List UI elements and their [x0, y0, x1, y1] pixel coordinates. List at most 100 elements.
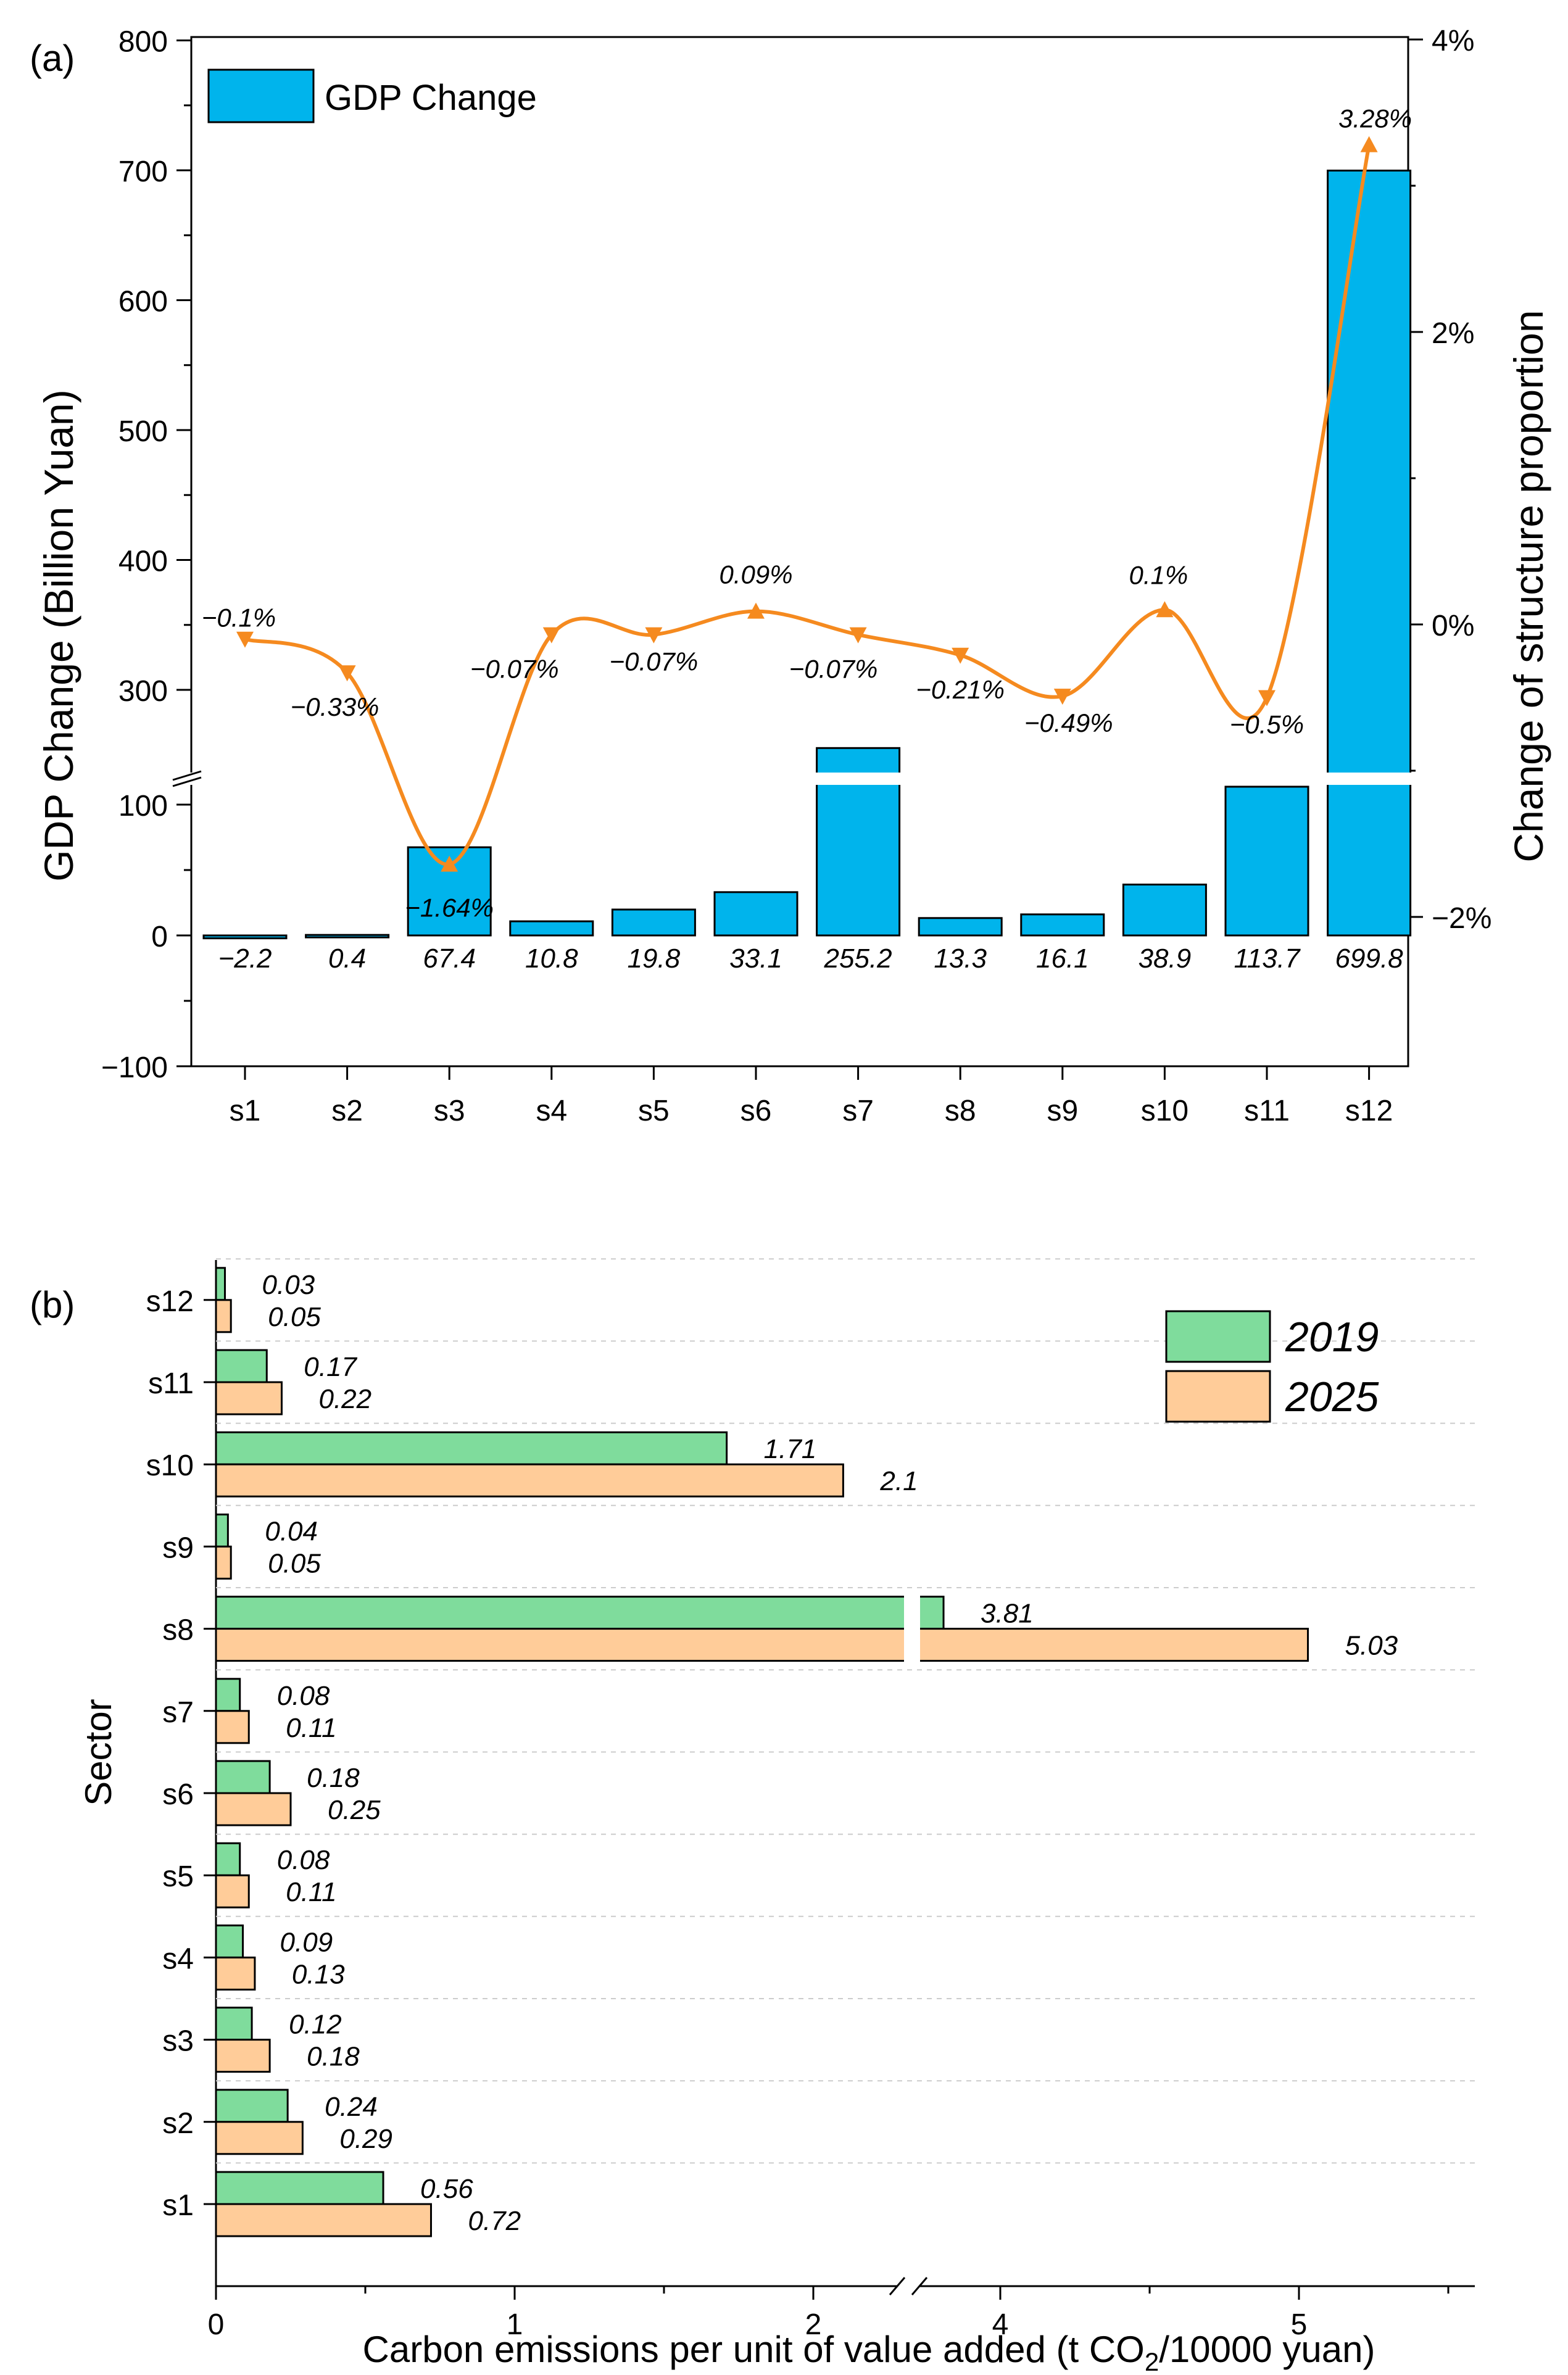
structure-value-label: −0.21%: [916, 675, 1005, 704]
bar-value-label: 38.9: [1139, 943, 1192, 974]
panel-a-labels: −2.2 0.4 67.4 10.8 19.8 33.1 255.2 13.3 16.1 38.9…: [202, 104, 1412, 974]
structure-value-label: −0.49%: [1024, 708, 1113, 737]
structure-value-label: −0.07%: [470, 655, 559, 684]
value-label-2025: 0.05: [268, 1302, 321, 1332]
y-tick-label: s10: [146, 1449, 194, 1482]
bar-2019-s6: [215, 1760, 271, 1794]
y-tick-label: s11: [148, 1367, 194, 1400]
value-label-2019: 0.56: [420, 2174, 473, 2204]
bar-s9: [1020, 913, 1105, 937]
x-tick-label: 4: [992, 2308, 1009, 2341]
bar-2025-s6: [215, 1792, 292, 1826]
x-tick-label: s4: [536, 1095, 567, 1127]
bar-s1: [202, 934, 288, 940]
structure-value-label: 0.1%: [1129, 560, 1188, 589]
structure-value-label: −0.5%: [1230, 710, 1304, 739]
bar-2025-s12: [215, 1299, 232, 1333]
y-tick-label: 500: [118, 415, 168, 448]
bar-break-gap: [904, 1594, 920, 1664]
value-label-2019: 0.12: [289, 2010, 342, 2040]
bar-2019-s3: [215, 2007, 253, 2041]
bar-value-label: 0.4: [328, 943, 366, 974]
bar-2019-s2: [215, 2089, 289, 2123]
y-tick-label: s5: [162, 1860, 194, 1893]
structure-value-label: −0.07%: [610, 647, 699, 676]
bar-value-label: 113.7: [1234, 943, 1301, 974]
y-tick-label: −100: [101, 1051, 168, 1084]
panel-a-y-axis-title: GDP Change (Billion Yuan): [36, 389, 81, 881]
bar-2025-s9: [215, 1545, 232, 1580]
bar-value-label: 699.8: [1335, 943, 1404, 974]
panel-b-x-axis-title: Carbon emissions per unit of value added…: [363, 2329, 1375, 2375]
y2-tick-label: 0%: [1432, 610, 1474, 642]
structure-marker-s7: [849, 627, 867, 644]
value-label-2025: 0.11: [286, 1713, 336, 1743]
bar-s11: [1224, 785, 1309, 937]
value-label-2019: 0.17: [304, 1352, 357, 1382]
axis-break-mark: [172, 776, 202, 787]
bar-2025-s1: [215, 2203, 432, 2237]
y-tick-label: 700: [118, 155, 168, 188]
structure-value-label: −0.33%: [291, 692, 380, 721]
value-label-2025: 2.1: [879, 1466, 918, 1496]
x-axis-title-subscript: 2: [1145, 2347, 1159, 2375]
x-tick-label: 5: [1291, 2308, 1308, 2341]
value-label-2025: 0.25: [328, 1795, 381, 1825]
structure-value-label: 0.09%: [719, 560, 792, 589]
y-tick-label: s8: [162, 1614, 194, 1647]
y-tick-label: 400: [118, 545, 168, 578]
x-tick-label: s3: [434, 1095, 465, 1127]
panel-b-y-axis-title: Sector: [78, 1699, 119, 1805]
bar-2025-s3: [215, 2039, 271, 2073]
value-label-2019: 0.08: [277, 1845, 330, 1875]
structure-marker-s8: [952, 647, 969, 664]
legend-label-2025: 2025: [1285, 1374, 1379, 1420]
x-tick-label: s1: [230, 1095, 261, 1127]
bar-value-label: 10.8: [525, 943, 578, 974]
y-tick-label: 300: [118, 675, 168, 708]
panel-b-label: (b): [30, 1284, 75, 1325]
structure-value-label: −1.64%: [405, 893, 494, 922]
bar-2019-s9: [215, 1513, 229, 1548]
panel-a-label: (a): [30, 38, 75, 79]
bar-2019-s10: [215, 1431, 728, 1465]
structure-marker-s9: [1053, 689, 1071, 705]
value-label-2025: 0.11: [286, 1877, 336, 1907]
bar-value-label: −2.2: [218, 943, 272, 974]
legend-swatch-2019: [1165, 1310, 1271, 1363]
structure-value-label: −0.07%: [789, 655, 878, 684]
structure-marker-s2: [338, 665, 356, 682]
x-tick-label: 0: [208, 2308, 225, 2341]
y-tick-label: s4: [162, 1942, 194, 1975]
bar-value-label: 33.1: [729, 943, 782, 974]
panel-a-gdp-change-chart: (a) −100 0 100 300 400 500 600 700 800 −2% 0% 2% 4% s…: [30, 25, 1551, 1127]
value-label-2019: 0.04: [265, 1516, 318, 1546]
value-label-2019: 1.71: [764, 1434, 817, 1464]
panel-a-axis-break: [172, 770, 1427, 787]
value-label-2019: 0.24: [325, 2092, 378, 2122]
structure-value-label: 3.28%: [1338, 104, 1412, 133]
x-tick-label: 2: [805, 2308, 822, 2341]
bar-value-label: 16.1: [1036, 943, 1089, 974]
axis-break-mark: [172, 770, 202, 781]
bar-value-label: 67.4: [423, 943, 476, 974]
x-axis-break-mark: [911, 2277, 928, 2295]
bar-2019-s11: [215, 1349, 268, 1383]
value-label-2025: 0.22: [318, 1384, 371, 1414]
y-tick-label: s12: [146, 1285, 194, 1318]
structure-marker-s12: [1360, 136, 1378, 152]
structure-marker-s5: [645, 627, 663, 644]
y-tick-label: 600: [118, 286, 168, 318]
bar-s8: [918, 917, 1003, 937]
panel-b-labels: 0.560.720.240.290.120.180.090.130.080.11…: [262, 1270, 1398, 2236]
value-label-2025: 0.13: [292, 1959, 345, 1989]
value-label-2019: 3.81: [981, 1599, 1034, 1629]
x-tick-label: s9: [1047, 1095, 1078, 1127]
structure-value-label: −0.1%: [202, 603, 276, 632]
structure-marker-s10: [1156, 601, 1174, 618]
value-label-2019: 0.08: [277, 1681, 330, 1711]
y-tick-label: 0: [151, 921, 168, 953]
y-tick-label: s2: [162, 2107, 194, 2140]
bar-value-label: 13.3: [934, 943, 987, 974]
